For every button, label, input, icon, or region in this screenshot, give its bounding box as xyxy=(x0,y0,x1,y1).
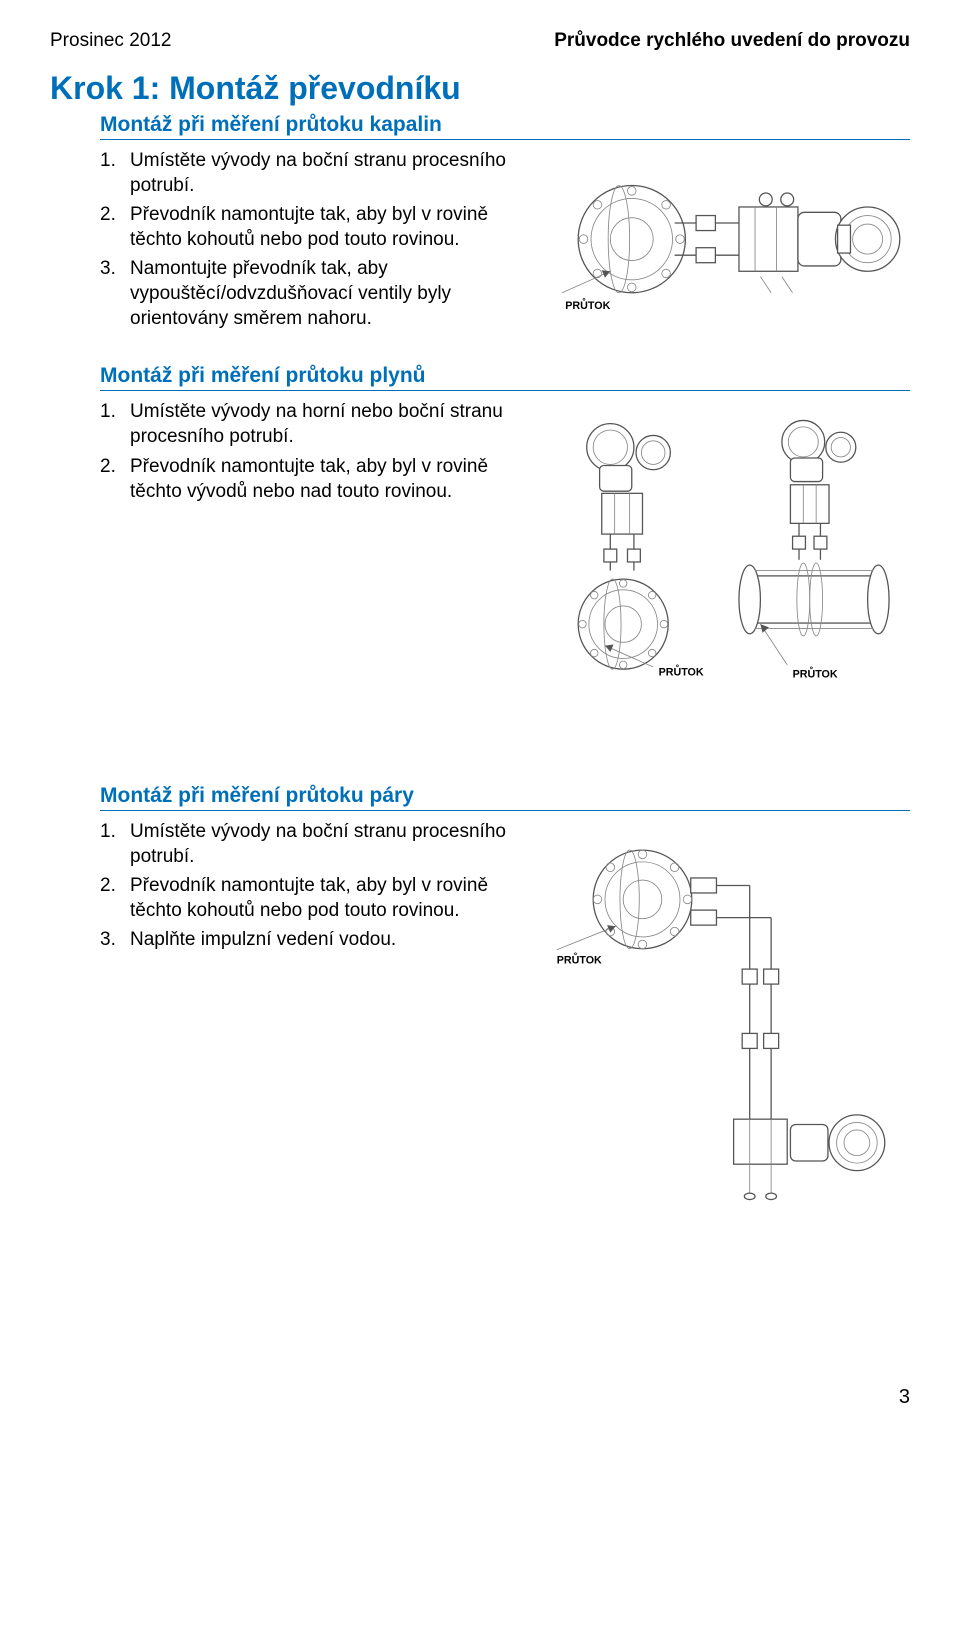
page-header: Prosinec 2012 Průvodce rychlého uvedení … xyxy=(50,30,910,52)
flow-label: PRŮTOK xyxy=(565,298,610,312)
list-text: Převodník namontujte tak, aby byl v rovi… xyxy=(130,454,526,504)
list-item: 2. Převodník namontujte tak, aby byl v r… xyxy=(100,873,526,923)
divider xyxy=(100,139,910,140)
list-text: Namontujte převodník tak, aby vypouštěcí… xyxy=(130,256,526,331)
liquid-diagram: PRŮTOK xyxy=(546,148,911,362)
steam-diagram-col: PRŮTOK xyxy=(546,819,911,1226)
list-num: 3. xyxy=(100,927,120,952)
list-num: 1. xyxy=(100,399,120,449)
list-text: Převodník namontujte tak, aby byl v rovi… xyxy=(130,873,526,923)
gas-heading: Montáž při měření průtoku plynů xyxy=(100,364,910,388)
list-num: 2. xyxy=(100,454,120,504)
list-text: Umístěte vývody na horní nebo boční stra… xyxy=(130,399,526,449)
list-item: 2. Převodník namontujte tak, aby byl v r… xyxy=(100,202,526,252)
flow-label: PRŮTOK xyxy=(658,665,703,679)
liquid-text-col: 1. Umístěte vývody na boční stranu proce… xyxy=(100,148,526,336)
section-liquid: Montáž při měření průtoku kapalin 1. Umí… xyxy=(100,113,910,1226)
list-text: Naplňte impulzní vedení vodou. xyxy=(130,927,526,952)
list-item: 1. Umístěte vývody na boční stranu proce… xyxy=(100,148,526,198)
list-text: Umístěte vývody na boční stranu procesní… xyxy=(130,819,526,869)
list-item: 1. Umístěte vývody na horní nebo boční s… xyxy=(100,399,526,449)
list-item: 1. Umístěte vývody na boční stranu proce… xyxy=(100,819,526,869)
list-num: 1. xyxy=(100,148,120,198)
list-num: 2. xyxy=(100,202,120,252)
list-num: 1. xyxy=(100,819,120,869)
page-number: 3 xyxy=(50,1386,910,1409)
list-item: 3. Naplňte impulzní vedení vodou. xyxy=(100,927,526,952)
list-num: 3. xyxy=(100,256,120,331)
list-text: Převodník namontujte tak, aby byl v rovi… xyxy=(130,202,526,252)
list-item: 3. Namontujte převodník tak, aby vypoušt… xyxy=(100,256,526,331)
flow-label: PRŮTOK xyxy=(792,667,837,681)
divider xyxy=(100,810,910,811)
list-item: 2. Převodník namontujte tak, aby byl v r… xyxy=(100,454,526,504)
divider xyxy=(100,390,910,391)
main-heading: Krok 1: Montáž převodníku xyxy=(50,70,910,107)
steam-diagram: PRŮTOK xyxy=(546,819,911,1226)
steam-text-col: 1. Umístěte vývody na boční stranu proce… xyxy=(100,819,526,956)
list-num: 2. xyxy=(100,873,120,923)
date-label: Prosinec 2012 xyxy=(50,30,171,52)
flow-label: PRŮTOK xyxy=(556,953,601,967)
gas-diagram-col: PRŮTOK xyxy=(546,399,911,764)
steam-heading: Montáž při měření průtoku páry xyxy=(100,784,910,808)
gas-diagram: PRŮTOK xyxy=(546,399,911,764)
doc-title: Průvodce rychlého uvedení do provozu xyxy=(554,30,910,52)
gas-text-col: 1. Umístěte vývody na horní nebo boční s… xyxy=(100,399,526,507)
liquid-heading: Montáž při měření průtoku kapalin xyxy=(100,113,910,137)
liquid-diagram-col: PRŮTOK xyxy=(546,148,911,362)
list-text: Umístěte vývody na boční stranu procesní… xyxy=(130,148,526,198)
